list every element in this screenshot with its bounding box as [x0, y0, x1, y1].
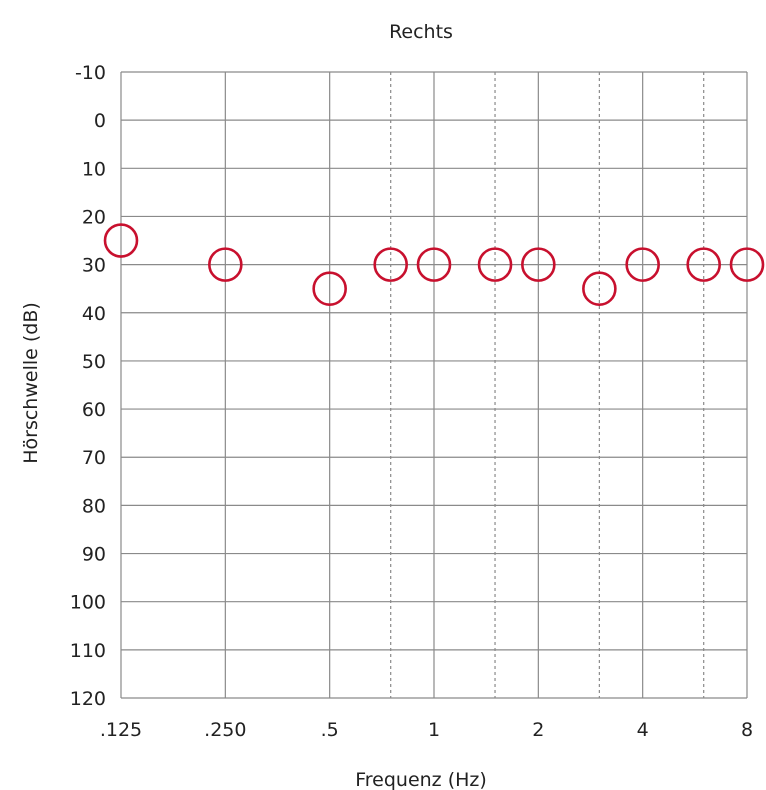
data-point-circle [103, 223, 139, 258]
y-tick-label: 50 [82, 351, 106, 373]
y-axis-label: Hörschwelle (dB) [20, 302, 42, 464]
y-tick-label: 40 [82, 303, 106, 325]
x-tick-label: .5 [321, 719, 339, 741]
data-point-circle [477, 247, 513, 282]
y-tick-label: 120 [70, 688, 106, 710]
data-point-circle [582, 271, 617, 306]
x-axis-label: Frequenz (Hz) [355, 769, 487, 790]
x-tick-label: .250 [204, 719, 246, 741]
x-tick-labels: .125 .250 .5 1 2 4 8 [100, 719, 753, 741]
y-tick-label: 90 [82, 544, 106, 566]
y-tick-label: 100 [70, 592, 106, 614]
data-points [103, 223, 765, 306]
y-tick-label: -10 [75, 62, 106, 84]
y-tick-label: 10 [82, 158, 106, 180]
chart-title: Rechts [389, 21, 453, 43]
x-tick-label: 4 [637, 719, 649, 741]
x-tick-label: 1 [428, 719, 440, 741]
grid [120, 71, 748, 699]
x-tick-label: 8 [741, 719, 753, 741]
data-point-circle [686, 247, 721, 282]
data-point-circle [729, 247, 765, 282]
y-tick-labels: -10 0 10 20 30 40 50 60 70 80 90 100 110 120 [70, 62, 106, 710]
y-tick-label: 60 [82, 399, 106, 421]
y-tick-label: 0 [94, 110, 106, 132]
data-point-circle [373, 247, 408, 282]
data-point-circle [625, 247, 660, 282]
y-tick-label: 20 [82, 206, 106, 228]
y-tick-label: 70 [82, 447, 106, 469]
y-tick-label: 80 [82, 495, 106, 517]
data-point-circle [416, 247, 452, 282]
x-tick-label: .125 [100, 719, 142, 741]
data-point-circle [312, 271, 347, 306]
y-tick-label: 30 [82, 255, 106, 277]
y-tick-label: 110 [70, 640, 106, 662]
data-point-circle [521, 247, 556, 282]
x-tick-label: 2 [532, 719, 544, 741]
data-point-circle [208, 247, 243, 282]
